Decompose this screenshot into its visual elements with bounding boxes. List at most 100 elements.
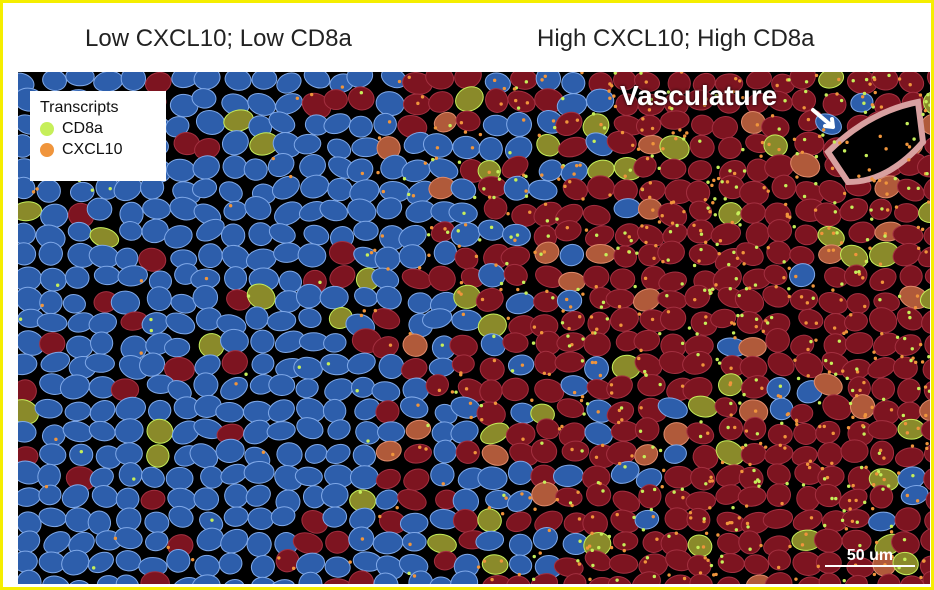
transcript-dot (807, 118, 810, 121)
transcript-dot (826, 476, 829, 479)
transcript-dot (524, 175, 527, 178)
transcript-dot (637, 357, 640, 360)
transcript-dot (528, 496, 531, 499)
transcript-dot (597, 481, 600, 484)
transcript-dot (32, 190, 35, 193)
transcript-dot (569, 305, 572, 308)
transcript-dot (629, 239, 632, 242)
transcript-dot (757, 480, 760, 483)
transcript-dot (872, 350, 875, 353)
transcript-dot (80, 450, 83, 453)
transcript-dot (528, 210, 531, 213)
cell (900, 265, 923, 287)
transcript-dot (595, 285, 598, 288)
transcript-dot (388, 120, 391, 123)
transcript-dot (784, 203, 787, 206)
cell (115, 442, 142, 465)
transcript-dot (921, 360, 924, 363)
transcript-dot (866, 238, 869, 241)
transcript-dot (505, 262, 508, 265)
transcript-dot (911, 347, 914, 350)
transcript-dot (878, 179, 881, 182)
transcript-dot (726, 522, 729, 525)
transcript-dot (681, 488, 684, 491)
transcript-dot (712, 573, 715, 576)
transcript-dot (576, 491, 579, 494)
transcript-dot (469, 416, 472, 419)
transcript-dot (786, 413, 789, 416)
transcript-dot (424, 161, 427, 164)
transcript-dot (610, 546, 613, 549)
transcript-dot (35, 187, 38, 190)
transcript-dot (427, 233, 430, 236)
transcript-dot (706, 559, 709, 562)
transcript-dot (361, 537, 364, 540)
transcript-dot (234, 382, 237, 385)
transcript-dot (382, 190, 385, 193)
transcript-dot (568, 180, 571, 183)
transcript-dot (607, 89, 610, 92)
transcript-dot (597, 546, 600, 549)
transcript-dot (474, 451, 477, 454)
transcript-dot (890, 530, 893, 533)
transcript-dot (906, 431, 909, 434)
transcript-dot (754, 480, 757, 483)
transcript-dot (494, 263, 497, 266)
transcript-dot (688, 326, 691, 329)
transcript-dot (685, 131, 688, 134)
transcript-dot (150, 329, 153, 332)
transcript-dot (617, 421, 620, 424)
transcript-dot (740, 314, 743, 317)
transcript-dot (745, 287, 748, 290)
transcript-dot (522, 118, 525, 121)
transcript-dot (608, 535, 611, 538)
transcript-dot (378, 515, 381, 518)
transcript-dot (880, 207, 883, 210)
transcript-dot (774, 285, 777, 288)
transcript-dot (730, 413, 733, 416)
transcript-dot (702, 545, 705, 548)
transcript-dot (745, 429, 748, 432)
transcript-dot (852, 484, 855, 487)
transcript-dot (642, 528, 645, 531)
transcript-dot (465, 387, 468, 390)
transcript-dot (633, 285, 636, 288)
transcript-dot (229, 204, 232, 207)
transcript-dot (697, 259, 700, 262)
transcript-dot (793, 359, 796, 362)
transcript-dot (671, 131, 674, 134)
transcript-dot (435, 157, 438, 160)
transcript-dot (408, 76, 411, 79)
transcript-dot (755, 318, 758, 321)
transcript-dot (845, 141, 848, 144)
transcript-dot (616, 247, 619, 250)
transcript-dot (823, 425, 826, 428)
transcript-dot (507, 317, 510, 320)
transcript-dot (488, 506, 491, 509)
transcript-dot (832, 232, 835, 235)
transcript-dot (557, 177, 560, 180)
transcript-dot (573, 391, 576, 394)
transcript-dot (780, 422, 783, 425)
transcript-dot (421, 95, 424, 98)
transcript-dot (540, 78, 543, 81)
transcript-dot (755, 246, 758, 249)
transcript-dot (828, 370, 831, 373)
transcript-dot (360, 91, 363, 94)
transcript-dot (532, 578, 535, 581)
transcript-dot (492, 196, 495, 199)
transcript-dot (548, 529, 551, 532)
transcript-dot (646, 157, 649, 160)
transcript-dot (341, 85, 344, 88)
transcript-dot (804, 321, 807, 324)
transcript-dot (580, 449, 583, 452)
transcript-dot (777, 566, 780, 569)
transcript-dot (416, 403, 419, 406)
transcript-dot (540, 173, 543, 176)
transcript-dot (777, 148, 780, 151)
transcript-dot (403, 177, 406, 180)
transcript-dot (592, 112, 595, 115)
transcript-dot (652, 257, 655, 260)
transcript-dot (374, 309, 377, 312)
transcript-dot (882, 456, 885, 459)
